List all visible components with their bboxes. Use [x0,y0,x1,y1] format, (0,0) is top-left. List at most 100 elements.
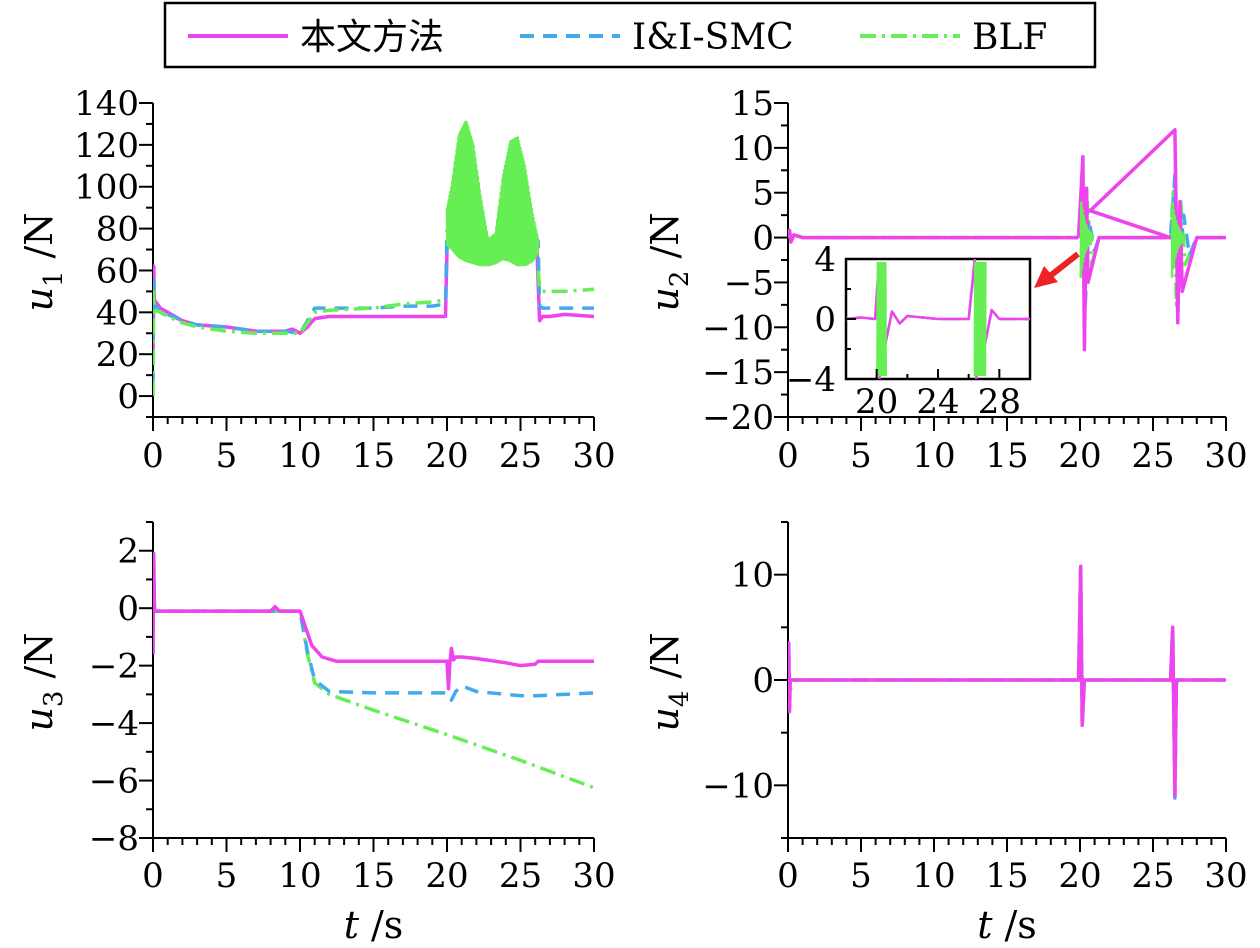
inset-x-tick-label: 28 [978,382,1021,422]
series-3-spikes [1076,186,1226,307]
y-tick-label: 140 [74,84,139,124]
x-tick-label: 10 [278,436,321,476]
x-tick-label: 30 [1204,436,1247,476]
y-tick-label: 20 [96,335,139,375]
y-tick-label: −8 [89,819,139,859]
inset-y-tick-label: 4 [814,240,836,280]
y-tick-label: 100 [74,168,139,208]
legend-label-3: BLF [972,17,1047,58]
x-axis-label: t/s [344,903,404,947]
x-tick-label: 30 [572,856,615,896]
x-tick-label: 5 [850,856,872,896]
inset-x-tick-label: 20 [855,382,898,422]
blf-burst-1 [1079,201,1095,278]
inset: 20 24 28 −4 0 4 [786,240,1080,422]
y-tick-label: 2 [117,532,139,572]
legend-label-1: 本文方法 [300,17,444,58]
series-1-line [153,551,594,691]
x-tick-label: 10 [912,436,955,476]
x-tick-label: 5 [216,856,238,896]
x-axis-label: t/s [977,903,1037,947]
x-tick-label: 5 [850,436,872,476]
plot-area [788,562,1226,800]
y-tick-label: 0 [752,219,774,259]
x-tick-label: 15 [985,856,1028,896]
y-tick-label: −20 [702,398,774,438]
blf-burst-2 [1170,201,1187,278]
y-tick-label: −6 [89,762,139,802]
y-tick-label: 10 [731,556,774,596]
y-tick-label: 120 [74,126,139,166]
y-axis-label-var: u [17,287,61,311]
y-tick-label: −15 [702,353,774,393]
inset-y-tick-label: 0 [814,300,836,340]
x-tick-label: 0 [142,856,164,896]
y-axis-label-var: u [17,707,61,731]
y-tick-label: −10 [702,766,774,806]
x-tick-label: 15 [985,436,1028,476]
y-axis-label: u1/N [17,212,69,311]
y-axis-label-sub: 1 [39,271,69,288]
y-axis-label-sub: 3 [39,691,69,708]
series-1-line [788,564,1226,798]
y-tick-label: −5 [724,263,774,303]
y-axis-label-sub: 4 [665,691,695,708]
y-tick-label: 0 [117,589,139,629]
y-tick-label: 80 [96,210,139,250]
y-tick-label: −2 [89,647,139,687]
x-tick-label: 25 [1131,856,1174,896]
series-1-baseline [788,228,1079,244]
x-tick-label: 0 [777,436,799,476]
y-axis-label-unit: /N [643,632,687,678]
series-1-spikes [1076,128,1226,352]
series-3-line [153,586,595,790]
x-tick-label: 25 [499,436,542,476]
x-tick-label: 25 [1131,436,1174,476]
x-axis-label-var: t [344,903,360,947]
x-tick-label: 20 [425,856,468,896]
y-tick-label: 5 [752,174,774,214]
y-tick-label: 40 [96,293,139,333]
legend: 本文方法 I&I-SMC BLF [163,1,1097,69]
x-tick-label: 30 [1204,856,1247,896]
inset-y-tick-label: −4 [786,360,836,400]
inset-plot-area [846,259,1030,379]
x-axis-label-unit: /s [1004,903,1036,947]
y-axis-label: u4/N [643,632,695,731]
y-axis-label-unit: /N [643,212,687,258]
series-3-line [153,289,446,397]
x-tick-label: 30 [572,436,615,476]
y-tick-label: 15 [731,84,774,124]
x-tick-label: 15 [352,436,395,476]
inset-blf-burst-1 [876,261,887,377]
legend-label-2: I&I-SMC [632,17,794,58]
x-axis-label-var: t [977,903,993,947]
y-tick-label: −10 [702,308,774,348]
y-axis-label: u2/N [643,212,695,311]
plot-area [153,120,595,397]
y-tick-label: −4 [89,704,139,744]
x-tick-label: 10 [912,856,955,896]
x-tick-label: 25 [499,856,542,896]
y-axis-label: u3/N [17,632,69,731]
red-arrow-icon [1034,251,1080,288]
blf-oscillation-band [445,120,540,267]
y-tick-label: 10 [731,129,774,169]
y-tick-label: 0 [117,377,139,417]
x-tick-label: 20 [425,436,468,476]
y-axis-label-var: u [643,287,687,311]
subplot-u3: 0 5 10 15 20 25 30 −8 −6 −4 −2 0 2 u3/N t/s [17,521,616,947]
series-2-spikes [1076,173,1226,312]
y-tick-label: 60 [96,251,139,291]
y-axis-label-sub: 2 [665,271,695,288]
series-3-line-tail [536,270,595,294]
y-axis-label-var: u [643,707,687,731]
series-2-line [153,557,595,702]
x-tick-label: 5 [216,436,238,476]
inset-blf-burst-2 [973,261,987,377]
x-tick-label: 20 [1058,856,1101,896]
x-tick-label: 20 [1058,436,1101,476]
